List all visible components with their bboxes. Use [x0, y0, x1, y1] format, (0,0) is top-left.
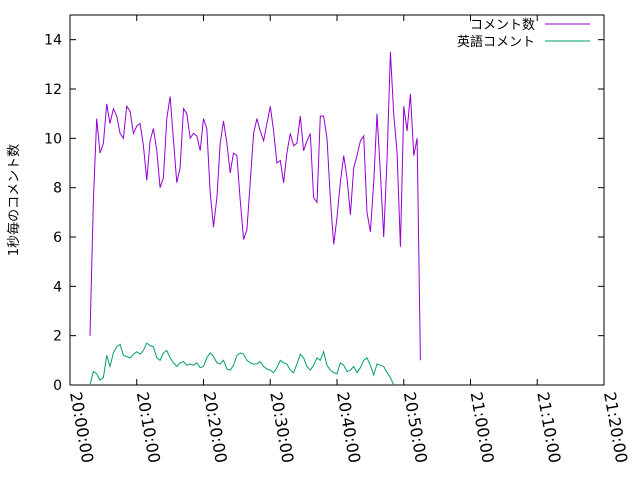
x-tick-label: 21:00:00: [467, 390, 498, 464]
y-tick-label: 0: [53, 378, 62, 394]
series-line-1: [89, 342, 395, 386]
x-tick-label: 20:20:00: [200, 390, 231, 464]
x-tick-label: 20:10:00: [133, 390, 164, 464]
plot-frame: [69, 14, 605, 386]
y-axis-label: 1秒毎のコメント数: [6, 144, 22, 256]
x-tick-label: 20:00:00: [66, 390, 97, 464]
y-tick-label: 8: [53, 181, 62, 197]
x-tick-label: 20:50:00: [400, 390, 431, 464]
y-tick-label: 6: [53, 230, 62, 246]
x-tick-label: 21:10:00: [533, 390, 564, 464]
x-tick-label: 20:40:00: [333, 390, 364, 464]
y-tick-label: 14: [44, 33, 62, 49]
legend-label-comments: コメント数: [470, 18, 535, 33]
legend-label-english-comments: 英語コメント: [457, 34, 535, 50]
series-line-0: [89, 51, 421, 361]
x-tick-label: 20:30:00: [266, 390, 297, 464]
y-tick-label: 4: [53, 279, 62, 295]
x-tick-label: 21:20:00: [600, 390, 631, 464]
y-tick-label: 2: [53, 329, 62, 345]
y-tick-label: 10: [44, 131, 62, 147]
y-tick-label: 12: [44, 82, 62, 98]
